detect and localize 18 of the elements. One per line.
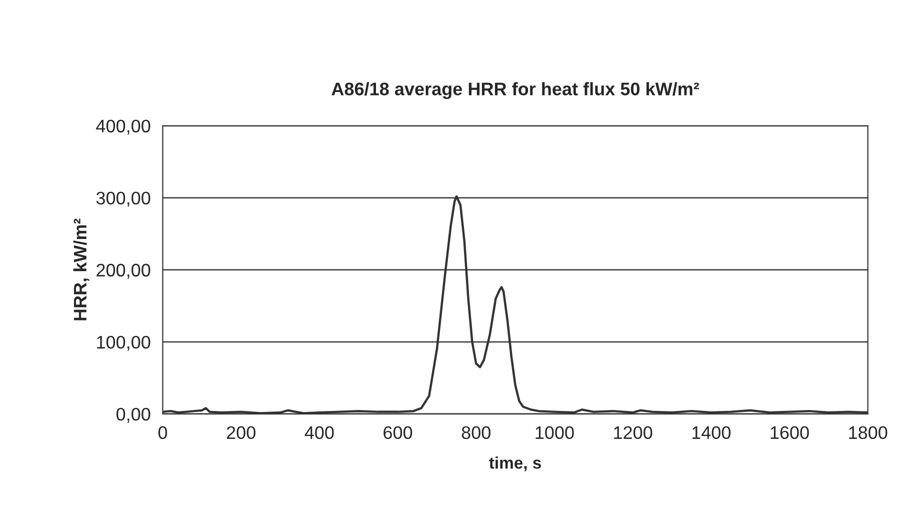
y-tick-label: 200,00 xyxy=(96,264,150,279)
x-tick-label: 1000 xyxy=(536,426,574,440)
x-tick-label: 1200 xyxy=(614,426,652,440)
y-tick-label: 100,00 xyxy=(97,336,150,351)
x-tick-label: 400 xyxy=(304,426,334,440)
y-tick-label: 400,00 xyxy=(96,120,150,135)
x-tick-label: 1800 xyxy=(849,426,888,440)
chart-title: A86/18 average HRR for heat flux 50 kW/m² xyxy=(332,82,700,100)
x-tick-label: 1400 xyxy=(692,426,731,440)
x-tick-label: 1600 xyxy=(770,426,809,440)
x-tick-label: 0 xyxy=(158,426,168,440)
x-axis-title: time, s xyxy=(489,456,541,472)
x-tick-label: 600 xyxy=(384,426,412,440)
x-tick-label: 200 xyxy=(226,426,256,440)
y-tick-label: 300,00 xyxy=(96,192,150,207)
y-axis-title: HRR, kW/m² xyxy=(73,218,90,320)
x-tick-label: 800 xyxy=(462,426,490,440)
y-tick-label: 0,00 xyxy=(116,408,150,423)
